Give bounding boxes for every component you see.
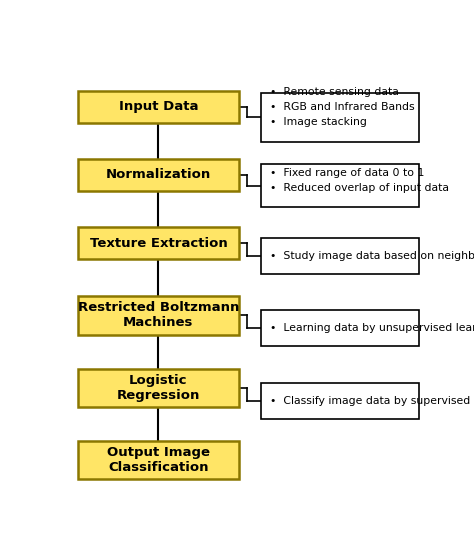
Text: •  Learning data by unsupervised learning: • Learning data by unsupervised learning bbox=[271, 324, 474, 333]
Text: Restricted Boltzmann
Machines: Restricted Boltzmann Machines bbox=[78, 301, 239, 330]
FancyBboxPatch shape bbox=[261, 383, 419, 419]
Text: Texture Extraction: Texture Extraction bbox=[90, 237, 228, 249]
Text: Logistic
Regression: Logistic Regression bbox=[117, 374, 200, 402]
FancyBboxPatch shape bbox=[261, 164, 419, 207]
FancyBboxPatch shape bbox=[78, 227, 239, 259]
Text: Input Data: Input Data bbox=[118, 100, 198, 113]
Text: •  Study image data based on neighbors of special region: • Study image data based on neighbors of… bbox=[271, 251, 474, 261]
Text: •  Remote sensing data
•  RGB and Infrared Bands
•  Image stacking: • Remote sensing data • RGB and Infrared… bbox=[271, 87, 415, 127]
Text: Output Image
Classification: Output Image Classification bbox=[107, 446, 210, 474]
FancyBboxPatch shape bbox=[78, 296, 239, 335]
FancyBboxPatch shape bbox=[261, 93, 419, 142]
Text: Normalization: Normalization bbox=[106, 169, 211, 181]
FancyBboxPatch shape bbox=[78, 369, 239, 407]
FancyBboxPatch shape bbox=[78, 159, 239, 191]
Text: •  Classify image data by supervised classification: • Classify image data by supervised clas… bbox=[271, 395, 474, 405]
FancyBboxPatch shape bbox=[261, 310, 419, 346]
FancyBboxPatch shape bbox=[78, 91, 239, 123]
Text: •  Fixed range of data 0 to 1
•  Reduced overlap of input data: • Fixed range of data 0 to 1 • Reduced o… bbox=[271, 168, 449, 193]
FancyBboxPatch shape bbox=[78, 441, 239, 479]
FancyBboxPatch shape bbox=[261, 238, 419, 274]
